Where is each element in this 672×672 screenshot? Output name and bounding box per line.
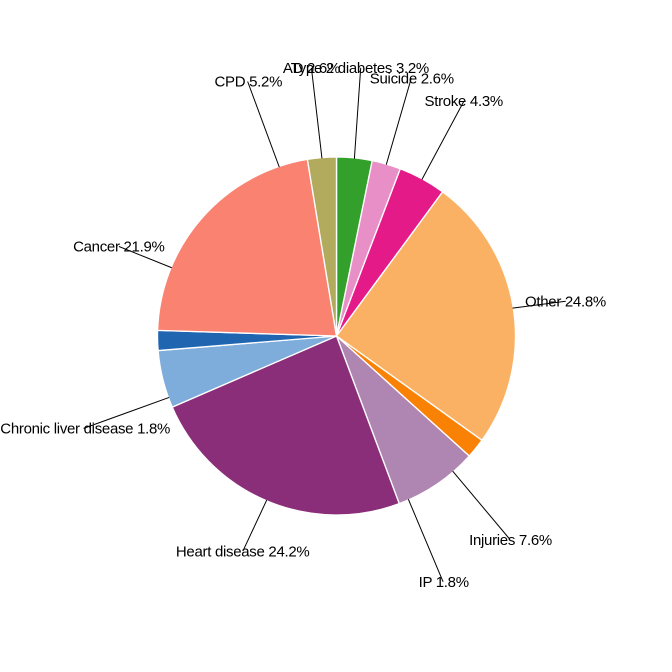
svg-text:Heart disease 24.2%: Heart disease 24.2% bbox=[176, 543, 310, 560]
svg-text:IP 1.8%: IP 1.8% bbox=[419, 574, 469, 591]
svg-text:CPD 5.2%: CPD 5.2% bbox=[215, 74, 283, 91]
svg-text:Injuries 7.6%: Injuries 7.6% bbox=[469, 532, 552, 549]
svg-text:Suicide 2.6%: Suicide 2.6% bbox=[370, 70, 454, 87]
svg-text:AD 2.6%: AD 2.6% bbox=[283, 60, 340, 77]
svg-text:Cancer 21.9%: Cancer 21.9% bbox=[73, 239, 164, 256]
svg-text:Chronic liver disease 1.8%: Chronic liver disease 1.8% bbox=[0, 421, 170, 438]
svg-text:Stroke 4.3%: Stroke 4.3% bbox=[425, 93, 503, 110]
svg-text:Other 24.8%: Other 24.8% bbox=[525, 293, 606, 310]
svg-text:Type 2 diabetes 3.2%: Type 2 diabetes 3.2% bbox=[291, 60, 429, 77]
